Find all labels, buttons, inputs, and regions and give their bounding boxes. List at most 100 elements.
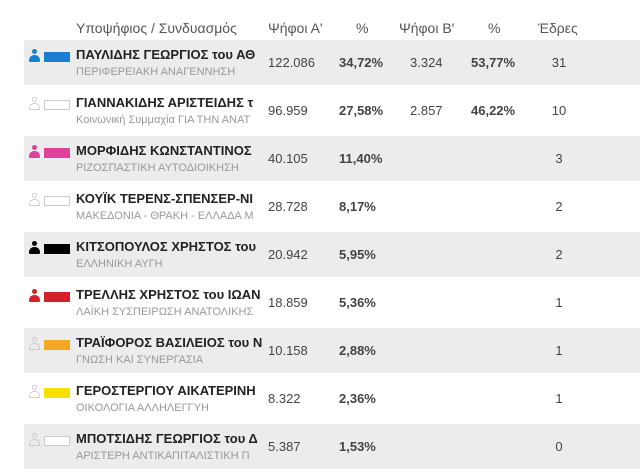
candidate-name[interactable]: ΚΟΥΪΚ ΤΕΡΕΝΣ-ΣΠΕΝΣΕΡ-ΝΙ (76, 191, 254, 206)
seats: 31 (551, 55, 567, 70)
votes-a: 96.959 (268, 103, 308, 118)
candidate-block: ΠΑΥΛΙΔΗΣ ΓΕΩΡΓΙΟΣ του ΑΘ ΠΕΡΙΦΕΡΕΙΑΚΗ ΑΝ… (76, 47, 264, 79)
candidate-block: ΚΟΥΪΚ ΤΕΡΕΝΣ-ΣΠΕΝΣΕΡ-ΝΙ ΜΑΚΕΔΟΝΙΑ - ΘΡΑΚ… (76, 191, 264, 223)
header-votes-b: Ψήφοι Β' (399, 20, 455, 36)
candidate-block: ΚΙΤΣΟΠΟΥΛΟΣ ΧΡΗΣΤΟΣ του ΕΛΛΗΝΙΚΗ ΑΥΓΗ (76, 239, 264, 271)
table-row[interactable]: ΚΟΥΪΚ ΤΕΡΕΝΣ-ΣΠΕΝΣΕΡ-ΝΙ ΜΑΚΕΔΟΝΙΑ - ΘΡΑΚ… (24, 184, 640, 229)
pct-a: 8,17% (339, 199, 376, 214)
pct-a: 2,36% (339, 391, 376, 406)
header-pct-a: % (356, 20, 369, 36)
pct-a: 1,53% (339, 439, 376, 454)
candidate-icons (28, 433, 74, 447)
votes-a: 20.942 (268, 247, 308, 262)
table-row[interactable]: ΓΕΡΟΣΤΕΡΓΙΟΥ ΑΙΚΑΤΕΡΙΝΗ ΟΙΚΟΛΟΓΙΑ ΑΛΛΗΛΕ… (24, 376, 640, 421)
person-icon (28, 193, 42, 207)
person-icon (28, 433, 42, 447)
candidate-name[interactable]: ΜΠΟΤΣΙΔΗΣ ΓΕΩΡΓΙΟΣ του Δ (76, 431, 258, 446)
person-icon (28, 241, 42, 255)
party-color-swatch (44, 340, 70, 350)
votes-a: 5.387 (268, 439, 301, 454)
candidate-block: ΜΠΟΤΣΙΔΗΣ ΓΕΩΡΓΙΟΣ του Δ ΑΡΙΣΤΕΡΗ ΑΝΤΙΚΑ… (76, 431, 264, 463)
party-name: ΓΝΩΣΗ ΚΑΙ ΣΥΝΕΡΓΑΣΙΑ (76, 354, 204, 366)
party-name: ΜΑΚΕΔΟΝΙΑ - ΘΡΑΚΗ - ΕΛΛΑΔΑ Μ (76, 210, 254, 222)
table-row[interactable]: ΜΠΟΤΣΙΔΗΣ ΓΕΩΡΓΙΟΣ του Δ ΑΡΙΣΤΕΡΗ ΑΝΤΙΚΑ… (24, 424, 640, 469)
votes-a: 28.728 (268, 199, 308, 214)
candidate-block: ΓΙΑΝΝΑΚΙΔΗΣ ΑΡΙΣΤΕΙΔΗΣ τ Κοινωνική Συμμα… (76, 95, 264, 127)
party-name: ΡΙΖΟΣΠΑΣΤΙΚΗ ΑΥΤΟΔΙΟΙΚΗΣΗ (76, 162, 239, 174)
candidate-icons (28, 385, 74, 399)
candidate-icons (28, 145, 74, 159)
pct-b: 53,77% (471, 55, 516, 70)
seats: 1 (555, 391, 563, 406)
pct-a: 34,72% (339, 55, 384, 70)
table-header: Υποψήφιος / Συνδυασμός Ψήφοι Α' % Ψήφοι … (0, 0, 640, 40)
party-color-swatch (44, 148, 70, 158)
candidate-block: ΓΕΡΟΣΤΕΡΓΙΟΥ ΑΙΚΑΤΕΡΙΝΗ ΟΙΚΟΛΟΓΙΑ ΑΛΛΗΛΕ… (76, 383, 264, 415)
candidate-icons (28, 337, 74, 351)
table-row[interactable]: ΚΙΤΣΟΠΟΥΛΟΣ ΧΡΗΣΤΟΣ του ΕΛΛΗΝΙΚΗ ΑΥΓΗ 20… (24, 232, 640, 277)
party-name: ΠΕΡΙΦΕΡΕΙΑΚΗ ΑΝΑΓΕΝΝΗΣΗ (76, 66, 236, 78)
candidate-name[interactable]: ΤΡΑΪΦΟΡΟΣ ΒΑΣΙΛΕΙΟΣ του Ν (76, 335, 263, 350)
candidate-name[interactable]: ΓΕΡΟΣΤΕΡΓΙΟΥ ΑΙΚΑΤΕΡΙΝΗ (76, 383, 256, 398)
party-name: Κοινωνική Συμμαχία ΓΙΑ ΤΗΝ ΑΝΑΤ (76, 114, 251, 126)
pct-a: 2,88% (339, 343, 376, 358)
candidate-name[interactable]: ΠΑΥΛΙΔΗΣ ΓΕΩΡΓΙΟΣ του ΑΘ (76, 47, 256, 62)
party-name: ΑΡΙΣΤΕΡΗ ΑΝΤΙΚΑΠΙΤΑΛΙΣΤΙΚΗ Π (76, 450, 250, 462)
seats: 1 (555, 343, 563, 358)
votes-a: 8.322 (268, 391, 301, 406)
votes-a: 18.859 (268, 295, 308, 310)
table-row[interactable]: ΠΑΥΛΙΔΗΣ ΓΕΩΡΓΙΟΣ του ΑΘ ΠΕΡΙΦΕΡΕΙΑΚΗ ΑΝ… (24, 40, 640, 85)
seats: 10 (551, 103, 567, 118)
candidate-icons (28, 97, 74, 111)
party-name: ΟΙΚΟΛΟΓΙΑ ΑΛΛΗΛΕΓΓΥΗ (76, 402, 209, 414)
pct-b: 46,22% (471, 103, 516, 118)
seats: 1 (555, 295, 563, 310)
votes-a: 10.158 (268, 343, 308, 358)
candidate-block: ΤΡΑΪΦΟΡΟΣ ΒΑΣΙΛΕΙΟΣ του Ν ΓΝΩΣΗ ΚΑΙ ΣΥΝΕ… (76, 335, 264, 367)
candidate-icons (28, 49, 74, 63)
seats: 2 (555, 247, 563, 262)
table-row[interactable]: ΜΟΡΦΙΔΗΣ ΚΩΝΣΤΑΝΤΙΝΟΣ ΡΙΖΟΣΠΑΣΤΙΚΗ ΑΥΤΟΔ… (24, 136, 640, 181)
person-icon (28, 385, 42, 399)
seats: 3 (555, 151, 563, 166)
candidate-name[interactable]: ΤΡΕΛΛΗΣ ΧΡΗΣΤΟΣ του ΙΩΑΝ (76, 287, 261, 302)
person-icon (28, 145, 42, 159)
pct-a: 5,95% (339, 247, 376, 262)
person-icon (28, 97, 42, 111)
party-color-swatch (44, 52, 70, 62)
table-row[interactable]: ΤΡΑΪΦΟΡΟΣ ΒΑΣΙΛΕΙΟΣ του Ν ΓΝΩΣΗ ΚΑΙ ΣΥΝΕ… (24, 328, 640, 373)
votes-a: 40.105 (268, 151, 308, 166)
person-icon (28, 49, 42, 63)
candidate-block: ΜΟΡΦΙΔΗΣ ΚΩΝΣΤΑΝΤΙΝΟΣ ΡΙΖΟΣΠΑΣΤΙΚΗ ΑΥΤΟΔ… (76, 143, 264, 175)
votes-b: 3.324 (410, 55, 443, 70)
person-icon (28, 289, 42, 303)
person-icon (28, 337, 42, 351)
party-name: ΕΛΛΗΝΙΚΗ ΑΥΓΗ (76, 258, 163, 270)
candidate-icons (28, 193, 74, 207)
header-pct-b: % (488, 20, 501, 36)
party-color-swatch (44, 292, 70, 302)
pct-a: 27,58% (339, 103, 384, 118)
votes-b: 2.857 (410, 103, 443, 118)
seats: 2 (555, 199, 563, 214)
candidate-icons (28, 241, 74, 255)
candidate-block: ΤΡΕΛΛΗΣ ΧΡΗΣΤΟΣ του ΙΩΑΝ ΛΑΪΚΗ ΣΥΣΠΕΙΡΩΣ… (76, 287, 264, 319)
candidate-name[interactable]: ΜΟΡΦΙΔΗΣ ΚΩΝΣΤΑΝΤΙΝΟΣ (76, 143, 252, 158)
candidate-icons (28, 289, 74, 303)
candidate-name[interactable]: ΚΙΤΣΟΠΟΥΛΟΣ ΧΡΗΣΤΟΣ του (76, 239, 257, 254)
seats: 0 (555, 439, 563, 454)
table-row[interactable]: ΓΙΑΝΝΑΚΙΔΗΣ ΑΡΙΣΤΕΙΔΗΣ τ Κοινωνική Συμμα… (24, 88, 640, 133)
party-color-swatch (44, 244, 70, 254)
candidate-name[interactable]: ΓΙΑΝΝΑΚΙΔΗΣ ΑΡΙΣΤΕΙΔΗΣ τ (76, 95, 254, 110)
pct-a: 5,36% (339, 295, 376, 310)
votes-a: 122.086 (268, 55, 315, 70)
party-color-swatch (44, 436, 70, 446)
header-candidate: Υποψήφιος / Συνδυασμός (76, 20, 237, 36)
party-color-swatch (44, 196, 70, 206)
header-seats: Έδρες (538, 20, 578, 36)
table-row[interactable]: ΤΡΕΛΛΗΣ ΧΡΗΣΤΟΣ του ΙΩΑΝ ΛΑΪΚΗ ΣΥΣΠΕΙΡΩΣ… (24, 280, 640, 325)
party-name: ΛΑΪΚΗ ΣΥΣΠΕΙΡΩΣΗ ΑΝΑΤΟΛΙΚΗΣ (76, 306, 254, 318)
party-color-swatch (44, 388, 70, 398)
pct-a: 11,40% (339, 151, 383, 166)
